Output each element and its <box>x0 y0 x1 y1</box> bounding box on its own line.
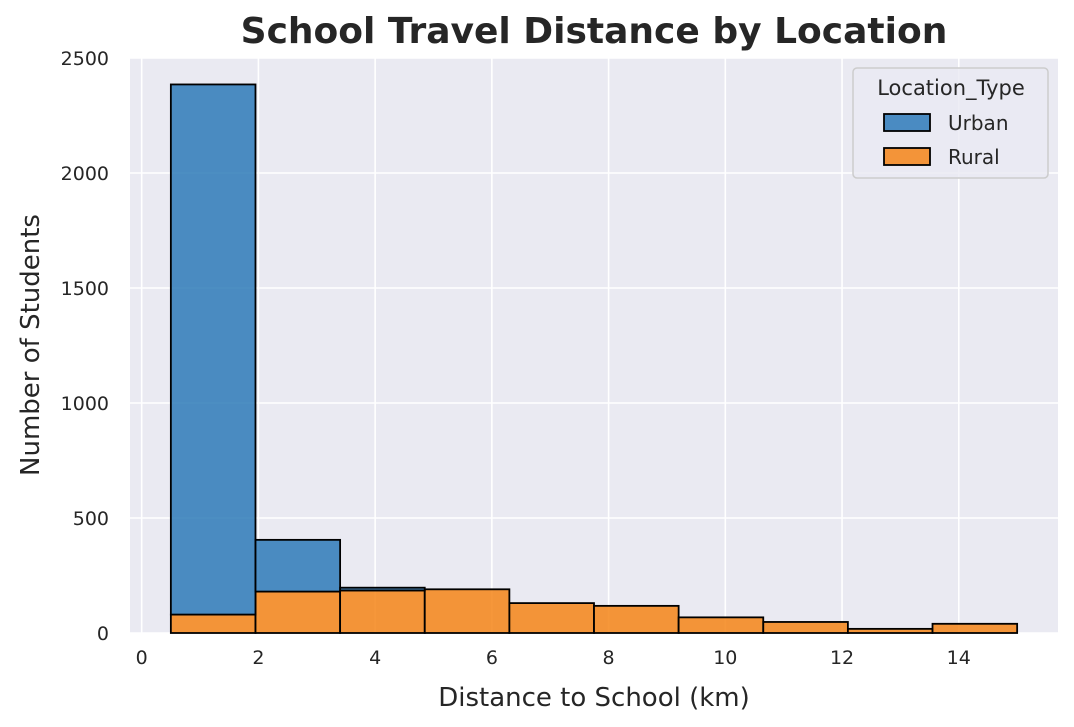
bar-rural <box>846 627 934 634</box>
x-tick-label: 6 <box>486 647 498 669</box>
bar-rural <box>169 613 257 634</box>
bar-urban <box>254 538 342 593</box>
x-tick-label: 10 <box>713 647 737 669</box>
y-tick-label: 2000 <box>61 163 109 185</box>
legend-swatch-urban <box>883 113 931 132</box>
y-tick-label: 1000 <box>61 393 109 415</box>
bar-rural <box>762 621 849 634</box>
bar-rural <box>254 590 342 634</box>
bar-urban <box>339 586 426 592</box>
x-tick-label: 8 <box>603 647 615 669</box>
y-axis-label: Number of Students <box>16 214 46 476</box>
bar-rural <box>931 622 1019 634</box>
x-tick-label: 4 <box>369 647 381 669</box>
legend-swatch-rural <box>883 147 931 166</box>
y-tick-label: 2500 <box>61 48 109 70</box>
legend-items: Urban Rural <box>883 111 1009 169</box>
y-axis-ticks: 0 500 1000 1500 2000 2500 <box>61 48 109 645</box>
y-tick-label: 500 <box>73 508 109 530</box>
bars <box>169 83 1019 634</box>
bar-rural <box>677 616 765 634</box>
x-tick-label: 12 <box>830 647 854 669</box>
legend: Location_Type Urban Rural <box>852 67 1049 179</box>
legend-label-rural: Rural <box>948 145 1000 169</box>
bar-rural <box>339 589 426 634</box>
bar-rural <box>423 588 511 634</box>
x-tick-label: 14 <box>947 647 971 669</box>
y-tick-label: 0 <box>97 623 109 645</box>
x-tick-label: 2 <box>252 647 264 669</box>
legend-label-urban: Urban <box>948 111 1009 135</box>
bar-urban <box>169 83 257 616</box>
x-axis-ticks: 0 2 4 6 8 10 12 14 <box>136 647 971 669</box>
x-axis-label: Distance to School (km) <box>438 683 750 713</box>
bar-rural <box>593 604 680 634</box>
chart-title: School Travel Distance by Location <box>241 11 948 52</box>
legend-title: Location_Type <box>877 76 1025 101</box>
y-tick-label: 1500 <box>61 278 109 300</box>
x-tick-label: 0 <box>136 647 148 669</box>
bar-rural <box>508 602 595 634</box>
